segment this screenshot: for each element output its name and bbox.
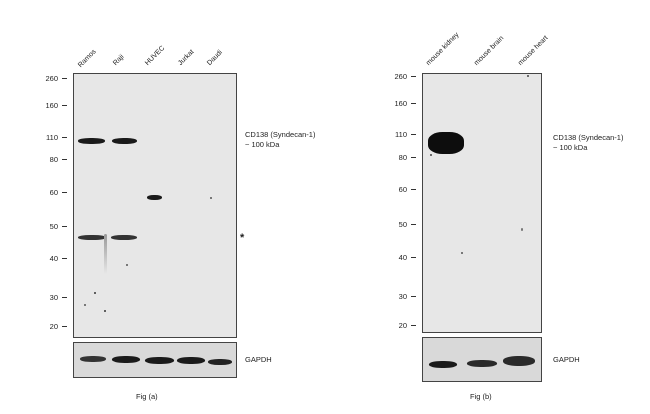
fig-b-main-blot bbox=[422, 73, 542, 333]
lane-label-daudi: Daudi bbox=[206, 49, 224, 67]
marker-b-60: 60 bbox=[398, 185, 407, 194]
marker-b-30: 30 bbox=[398, 292, 407, 301]
fig-a-main-blot bbox=[73, 73, 237, 338]
fig-b-control-blot bbox=[422, 337, 542, 382]
marker-50: 50 bbox=[49, 222, 58, 231]
band-raji-47kda bbox=[111, 235, 137, 240]
marker-b-40: 40 bbox=[398, 253, 407, 262]
marker-b-80: 80 bbox=[398, 153, 407, 162]
marker-20: 20 bbox=[49, 322, 58, 331]
marker-80: 80 bbox=[49, 155, 58, 164]
marker-160: 160 bbox=[45, 101, 58, 110]
marker-b-260: 260 bbox=[394, 72, 407, 81]
lane-label-mouse-brain: mouse brain bbox=[473, 34, 506, 67]
lane-label-raji: Raji bbox=[112, 53, 126, 67]
lane-label-huvec: HUVEC bbox=[144, 44, 167, 67]
marker-110: 110 bbox=[46, 133, 58, 142]
band-huvec-60kda bbox=[147, 195, 162, 200]
marker-30: 30 bbox=[49, 293, 58, 302]
band-raji-100kda bbox=[112, 138, 137, 144]
marker-40: 40 bbox=[49, 254, 58, 263]
band-ramos-47kda bbox=[78, 235, 106, 240]
marker-b-20: 20 bbox=[398, 321, 407, 330]
marker-b-110: 110 bbox=[395, 130, 407, 139]
lane-label-ramos: Ramos bbox=[77, 48, 98, 69]
marker-b-50: 50 bbox=[398, 220, 407, 229]
lane-label-mouse-kidney: mouse kidney bbox=[425, 31, 461, 67]
fig-b-caption: Fig (b) bbox=[470, 392, 492, 401]
fig-a-control-blot bbox=[73, 342, 237, 378]
marker-60: 60 bbox=[49, 188, 58, 197]
marker-b-160: 160 bbox=[394, 99, 407, 108]
marker-260: 260 bbox=[45, 74, 58, 83]
fig-b-target-label: CD138 (Syndecan-1) ~ 100 kDa bbox=[553, 133, 624, 152]
fig-a-caption: Fig (a) bbox=[136, 392, 158, 401]
lane-label-mouse-heart: mouse heart bbox=[517, 34, 550, 67]
smear bbox=[104, 234, 107, 274]
fig-a-target-label: CD138 (Syndecan-1) ~ 100 kDa bbox=[245, 130, 316, 149]
band-mouse-kidney-100kda bbox=[428, 132, 464, 154]
fig-b-control-label: GAPDH bbox=[553, 355, 580, 364]
asterisk-nonspecific-band: * bbox=[240, 232, 245, 244]
band-ramos-100kda bbox=[78, 138, 105, 144]
lane-label-jurkat: Jurkat bbox=[177, 48, 196, 67]
fig-a-control-label: GAPDH bbox=[245, 355, 272, 364]
